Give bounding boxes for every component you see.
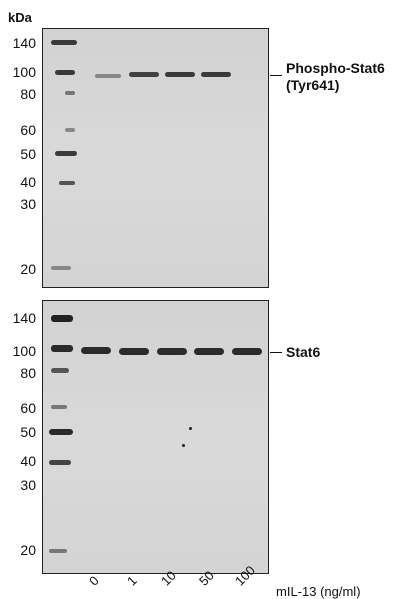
mw-marker-bottom-50: 50 bbox=[20, 424, 36, 440]
protein-band-lane-10 bbox=[129, 72, 159, 77]
mw-marker-bottom-40: 40 bbox=[20, 453, 36, 469]
ladder-band bbox=[65, 91, 75, 95]
protein-band-lane-1 bbox=[119, 348, 149, 355]
blot-panel-stat6 bbox=[42, 300, 269, 574]
ladder-band bbox=[49, 429, 73, 435]
background-speck bbox=[182, 444, 185, 447]
target-label-line2: (Tyr641) bbox=[286, 77, 340, 93]
mw-marker-bottom-80: 80 bbox=[20, 365, 36, 381]
background-speck bbox=[189, 427, 192, 430]
protein-band-lane-100 bbox=[232, 348, 262, 355]
target-tick-top bbox=[270, 75, 282, 76]
ladder-band bbox=[65, 128, 75, 132]
mw-marker-top-20: 20 bbox=[20, 261, 36, 277]
protein-band-lane-0 bbox=[81, 347, 111, 354]
mw-marker-top-50: 50 bbox=[20, 146, 36, 162]
protein-band-lane-10 bbox=[157, 348, 187, 355]
mw-marker-top-140: 140 bbox=[12, 35, 36, 51]
ladder-band bbox=[59, 181, 75, 185]
ladder-band bbox=[51, 266, 71, 270]
mw-marker-top-40: 40 bbox=[20, 174, 36, 190]
mw-marker-top-30: 30 bbox=[20, 196, 36, 212]
condition-label: mIL-13 (ng/ml) bbox=[276, 584, 361, 599]
target-label-stat6: Stat6 bbox=[286, 344, 321, 360]
ladder-band bbox=[51, 40, 77, 45]
ladder-band bbox=[55, 70, 75, 75]
ladder-band bbox=[49, 460, 71, 465]
mw-marker-bottom-140: 140 bbox=[12, 310, 36, 326]
mw-marker-bottom-20: 20 bbox=[20, 542, 36, 558]
target-label-phospho-stat6: Phospho-Stat6 (Tyr641) bbox=[286, 60, 385, 94]
protein-band-lane-100 bbox=[201, 72, 231, 77]
ladder-band bbox=[51, 345, 73, 352]
mw-marker-top-100: 100 bbox=[12, 64, 36, 80]
mw-marker-top-80: 80 bbox=[20, 86, 36, 102]
protein-band-lane-50 bbox=[194, 348, 224, 355]
mw-marker-bottom-60: 60 bbox=[20, 400, 36, 416]
protein-band-lane-50 bbox=[165, 72, 195, 77]
ladder-band bbox=[55, 151, 77, 156]
ladder-band bbox=[51, 368, 69, 373]
lane-label-1: 1 bbox=[124, 572, 140, 589]
ladder-band bbox=[51, 405, 67, 409]
mw-marker-bottom-30: 30 bbox=[20, 477, 36, 493]
mw-marker-top-60: 60 bbox=[20, 122, 36, 138]
target-label-line1: Phospho-Stat6 bbox=[286, 60, 385, 76]
ladder-band bbox=[51, 315, 73, 322]
mw-marker-bottom-100: 100 bbox=[12, 343, 36, 359]
target-tick-bottom bbox=[270, 352, 282, 353]
lane-label-0: 0 bbox=[86, 572, 102, 589]
ladder-band bbox=[49, 549, 67, 553]
protein-band-lane-1 bbox=[95, 74, 121, 78]
blot-panel-phospho-stat6 bbox=[42, 28, 269, 288]
mw-unit-label: kDa bbox=[8, 10, 32, 25]
